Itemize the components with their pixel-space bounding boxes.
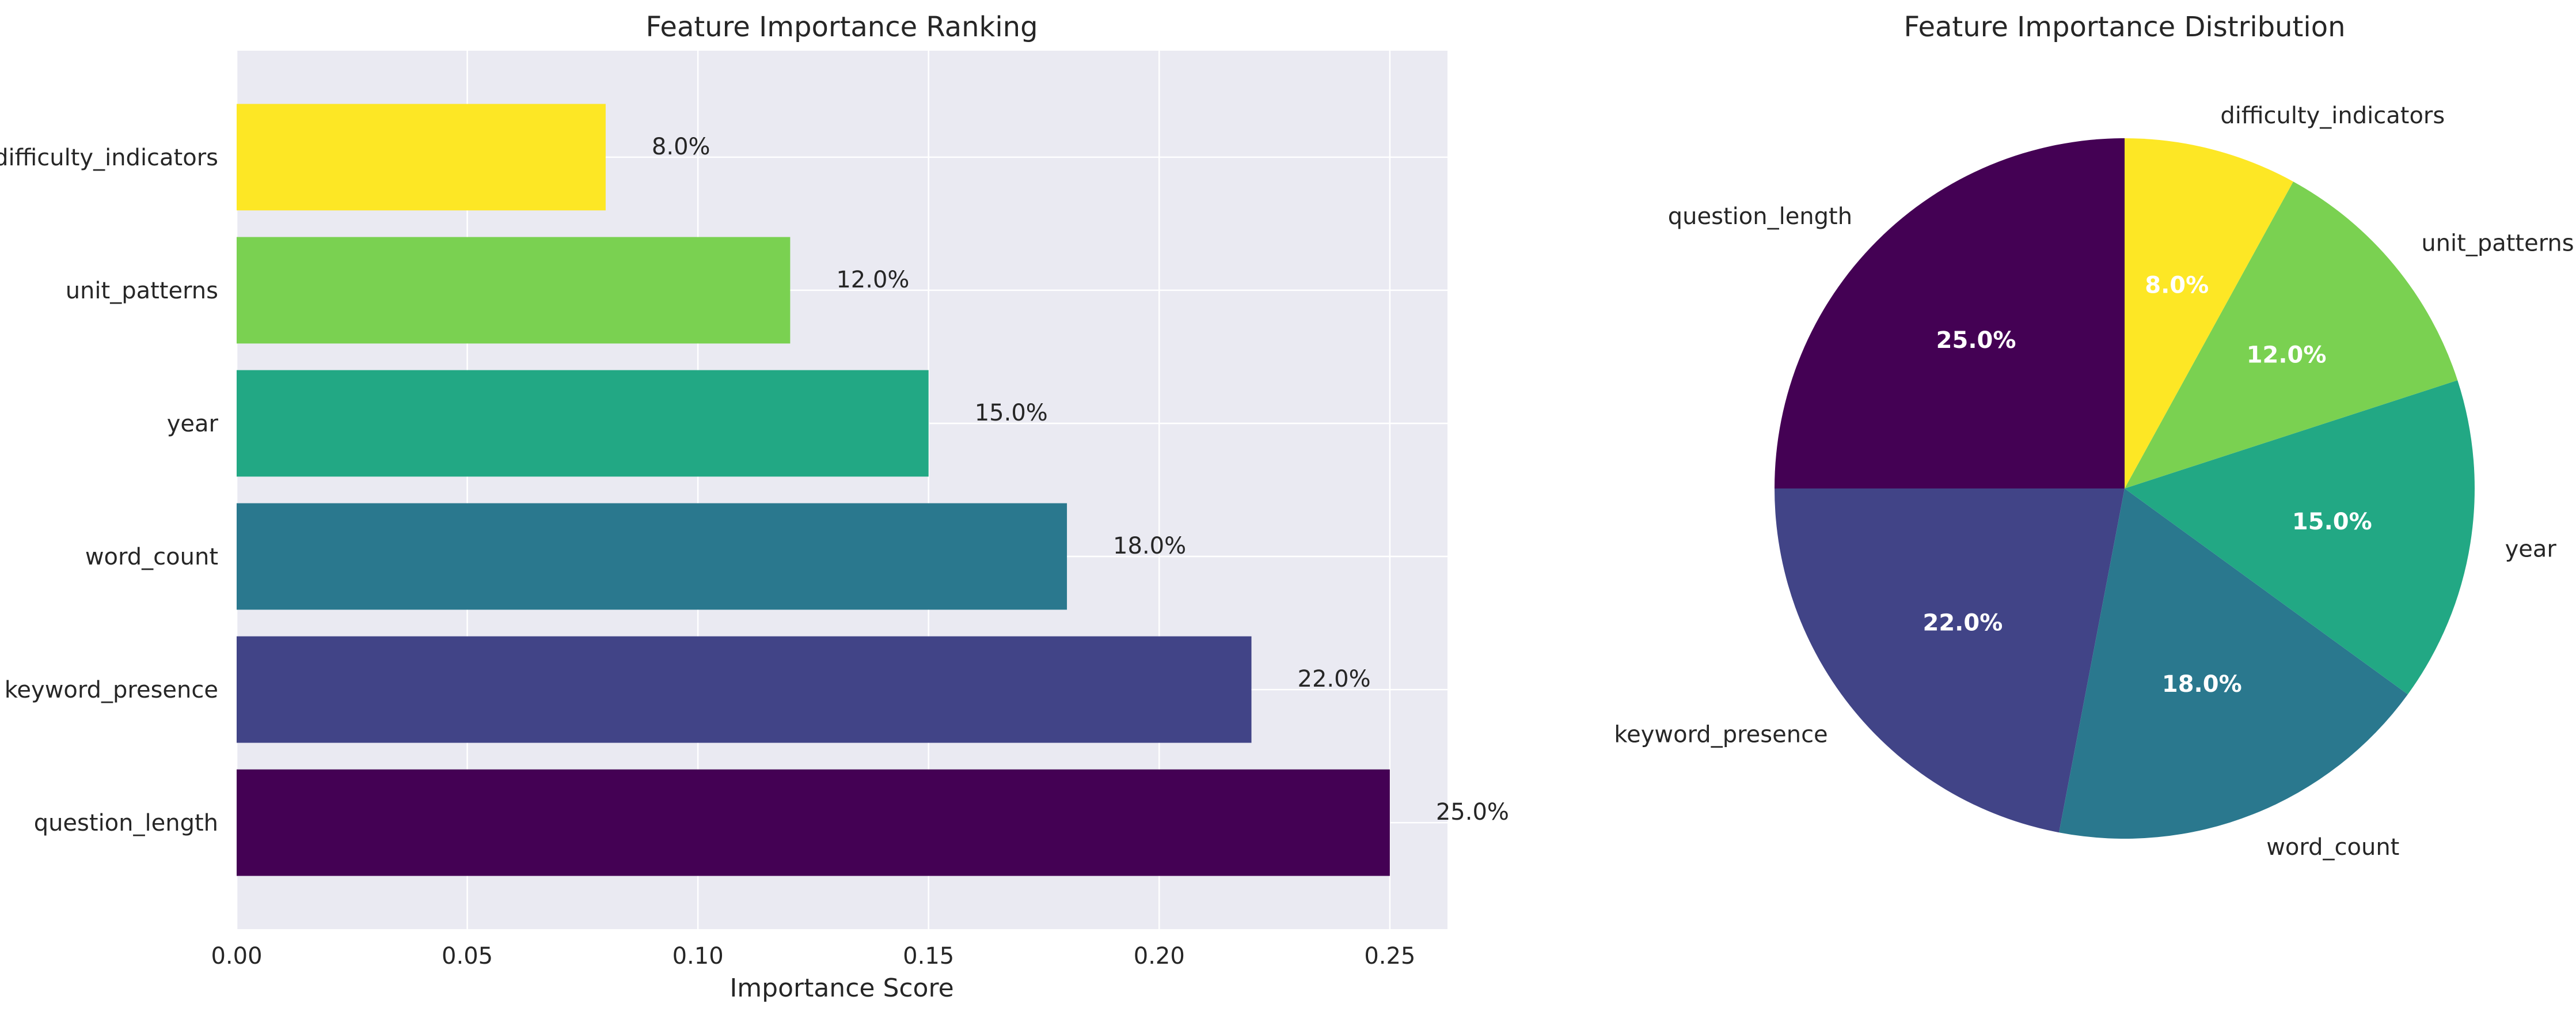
pie-chart: question_length keyword_presence word_coun…: [1614, 11, 2574, 861]
bar: [237, 104, 606, 211]
bar: [237, 769, 1390, 876]
pie-slice: [1775, 138, 2125, 488]
pie-chart-title: Feature Importance Distribution: [1904, 11, 2346, 43]
bar: [237, 370, 929, 477]
bar: [237, 636, 1252, 743]
pie-pct-label: 8.0%: [2145, 272, 2209, 299]
bar-xtick-label: 0.20: [1134, 943, 1185, 969]
bar-chart-title: Feature Importance Ranking: [645, 11, 1038, 43]
pie-slice: [2125, 181, 2458, 488]
pie-slice: [2125, 138, 2293, 488]
pie-slice: [2125, 380, 2475, 695]
bar-x-axis-label: Importance Score: [730, 973, 953, 1003]
pie-pct-labels: 25.0% 22.0% 18.0% 15.0% 12.0% 8.0%: [1923, 272, 2372, 698]
pie-pct-label: 18.0%: [2162, 671, 2242, 698]
bar-ytick-label: difficulty_indicators: [0, 145, 218, 171]
pie-category-label: year: [2505, 536, 2557, 563]
bar: [237, 237, 791, 344]
pie-pct-label: 12.0%: [2247, 342, 2327, 368]
bar-data-label: 12.0%: [836, 267, 909, 293]
pie-slice: [2059, 488, 2408, 839]
bar-chart: question_length keyword_presence word_coun…: [0, 11, 1509, 1003]
pie-pct-label: 15.0%: [2292, 509, 2372, 535]
bar-data-label: 18.0%: [1113, 533, 1186, 559]
bar-ytick-label: keyword_presence: [5, 677, 218, 703]
pie-labels: question_length keyword_presence word_coun…: [1614, 103, 2574, 861]
bar-data-labels: 25.0% 22.0% 18.0% 15.0% 12.0% 8.0%: [652, 134, 1509, 825]
bar-marks: [237, 104, 1390, 876]
pie-category-label: keyword_presence: [1614, 721, 1827, 748]
bar-xtick-label: 0.10: [673, 943, 724, 969]
bar-data-label: 15.0%: [975, 400, 1048, 426]
pie-category-label: unit_patterns: [2421, 230, 2574, 257]
bar-ytick-label: question_length: [34, 810, 218, 836]
pie-category-label: question_length: [1668, 203, 1852, 230]
bar: [237, 503, 1067, 610]
bar-xtick-label: 0.15: [903, 943, 954, 969]
bar-xtick-label: 0.00: [211, 943, 262, 969]
bar-xtick-labels: 0.00 0.05 0.10 0.15 0.20 0.25: [211, 943, 1415, 969]
bar-xtick-label: 0.05: [442, 943, 493, 969]
pie-slice: [1775, 488, 2125, 833]
pie-slices: [1775, 138, 2475, 839]
bar-ytick-label: year: [167, 411, 219, 437]
bar-xtick-label: 0.25: [1364, 943, 1415, 969]
pie-category-label: difficulty_indicators: [2220, 103, 2445, 129]
bar-data-label: 22.0%: [1298, 666, 1371, 692]
bar-ytick-label: word_count: [85, 544, 218, 570]
pie-category-label: word_count: [2266, 834, 2399, 861]
bar-data-label: 8.0%: [652, 134, 711, 160]
bar-ytick-labels: question_length keyword_presence word_coun…: [0, 145, 219, 836]
pie-pct-label: 25.0%: [1936, 327, 2016, 354]
pie-pct-label: 22.0%: [1923, 610, 2003, 637]
bar-data-label: 25.0%: [1436, 799, 1509, 825]
bar-ytick-label: unit_patterns: [66, 278, 218, 304]
